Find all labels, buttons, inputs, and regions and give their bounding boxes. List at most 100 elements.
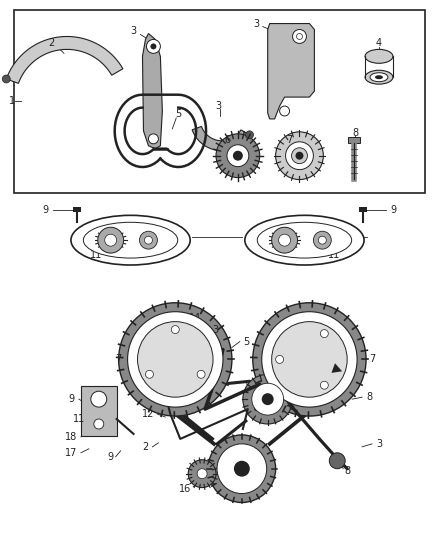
Text: 11: 11 [73, 414, 85, 424]
Text: 13: 13 [311, 345, 323, 354]
Circle shape [320, 329, 328, 337]
Text: 1: 1 [9, 96, 15, 106]
Text: 4: 4 [376, 38, 382, 49]
Text: 11: 11 [328, 250, 340, 260]
Text: 17: 17 [65, 448, 77, 458]
Circle shape [171, 326, 179, 334]
Polygon shape [268, 23, 314, 119]
Text: 8: 8 [289, 402, 295, 412]
Circle shape [279, 234, 290, 246]
Circle shape [272, 321, 347, 397]
Bar [81, 386, 117, 436]
Polygon shape [332, 364, 342, 373]
Circle shape [94, 419, 104, 429]
Circle shape [216, 134, 260, 177]
Circle shape [217, 444, 267, 494]
Text: 3: 3 [254, 19, 260, 29]
Circle shape [127, 312, 223, 407]
Text: 9: 9 [108, 452, 114, 462]
Text: 6: 6 [224, 135, 230, 145]
Ellipse shape [83, 222, 178, 258]
Text: 10: 10 [298, 227, 311, 237]
Circle shape [197, 469, 207, 479]
Circle shape [234, 461, 250, 477]
Circle shape [329, 453, 345, 469]
Circle shape [314, 231, 331, 249]
Text: 3: 3 [376, 439, 382, 449]
Circle shape [105, 234, 117, 246]
Ellipse shape [375, 75, 383, 79]
Ellipse shape [245, 215, 364, 265]
Text: 16: 16 [179, 483, 191, 494]
Ellipse shape [71, 215, 190, 265]
Circle shape [262, 312, 357, 407]
Ellipse shape [365, 70, 393, 84]
Ellipse shape [257, 222, 352, 258]
Circle shape [138, 321, 213, 397]
Bar [359, 207, 367, 212]
Circle shape [292, 148, 307, 164]
Text: 8: 8 [352, 128, 358, 138]
Circle shape [145, 370, 153, 378]
Text: 7: 7 [286, 135, 293, 145]
Text: 8: 8 [344, 466, 350, 475]
Circle shape [145, 236, 152, 244]
Circle shape [233, 151, 243, 160]
Circle shape [252, 383, 283, 415]
Text: 12: 12 [142, 409, 155, 419]
Text: 6: 6 [239, 482, 245, 491]
Text: 11: 11 [90, 250, 102, 260]
Text: 14: 14 [303, 313, 315, 322]
Text: 5: 5 [175, 109, 181, 119]
Circle shape [98, 227, 124, 253]
Bar [348, 137, 360, 143]
Circle shape [296, 152, 304, 160]
Polygon shape [142, 34, 162, 149]
Circle shape [276, 356, 283, 364]
Text: 9: 9 [391, 205, 397, 215]
Circle shape [297, 34, 303, 39]
Text: 3: 3 [215, 101, 221, 111]
Polygon shape [192, 126, 250, 151]
Text: 13: 13 [180, 345, 191, 354]
Circle shape [188, 460, 216, 488]
Circle shape [197, 370, 205, 378]
Text: 9: 9 [42, 205, 48, 215]
Circle shape [272, 227, 297, 253]
Text: 8: 8 [366, 392, 372, 402]
Circle shape [150, 43, 156, 50]
Circle shape [246, 131, 254, 139]
Text: 3: 3 [131, 27, 137, 36]
Text: 3: 3 [212, 325, 218, 335]
Circle shape [276, 132, 323, 180]
Circle shape [320, 381, 328, 389]
Circle shape [91, 391, 107, 407]
Text: 7: 7 [116, 354, 122, 365]
Text: 5: 5 [243, 336, 249, 346]
Ellipse shape [370, 72, 388, 82]
Text: 2: 2 [142, 442, 148, 452]
Circle shape [208, 435, 276, 503]
Text: 18: 18 [65, 432, 77, 442]
Polygon shape [6, 36, 123, 83]
Circle shape [243, 374, 293, 424]
Circle shape [148, 134, 159, 144]
Text: 14: 14 [189, 313, 201, 322]
Circle shape [119, 303, 232, 416]
Circle shape [227, 145, 249, 167]
Bar [73, 207, 81, 212]
Ellipse shape [365, 50, 393, 63]
Circle shape [293, 29, 307, 43]
Text: 9: 9 [68, 394, 74, 404]
Circle shape [253, 303, 366, 416]
Circle shape [146, 39, 160, 53]
Text: 7: 7 [369, 354, 375, 365]
Circle shape [262, 393, 274, 405]
Circle shape [286, 142, 314, 169]
Bar [14, 10, 425, 193]
Circle shape [2, 75, 10, 83]
Text: 15: 15 [283, 384, 296, 394]
Circle shape [140, 231, 157, 249]
Text: 2: 2 [48, 38, 54, 49]
Circle shape [318, 236, 326, 244]
